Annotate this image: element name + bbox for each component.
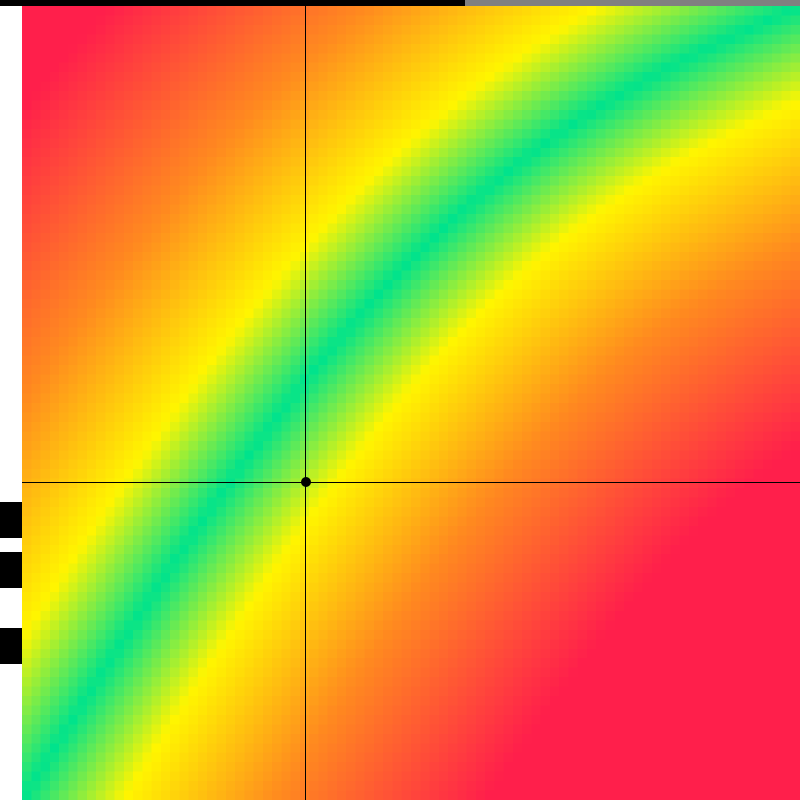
chart-stage [0,0,800,800]
heatmap-canvas [22,6,800,800]
heatmap-plot [22,6,800,800]
crosshair-vertical [305,6,306,800]
left-stub-1 [0,502,22,538]
left-stub-3 [0,628,22,664]
crosshair-horizontal [22,482,800,483]
left-stub-2 [0,552,22,588]
